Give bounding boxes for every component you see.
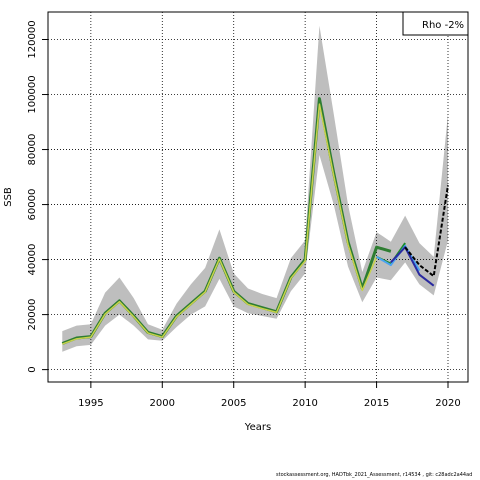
y-tick-label: 100000 (27, 75, 38, 113)
y-tick-label: 60000 (27, 189, 38, 221)
y-tick-label: 80000 (27, 134, 38, 166)
series-lines (61, 97, 449, 345)
x-tick-label: 1995 (78, 398, 103, 409)
y-tick-label: 120000 (27, 20, 38, 58)
legend-box (402, 11, 469, 36)
plot-frame (47, 11, 469, 383)
legend-label: Rho -2% (422, 20, 464, 31)
y-tick-label: 20000 (27, 299, 38, 331)
x-tick-label: 2015 (364, 398, 389, 409)
legend: Rho -2% (402, 11, 469, 36)
y-tick-label: 40000 (27, 244, 38, 276)
footer-credit: stockassessment.org, HADTbk_2021_Assessm… (276, 472, 473, 478)
x-axis-ticks: 1995 2000 2005 2010 2015 2020 (78, 382, 461, 409)
confidence-band (62, 25, 449, 352)
x-tick-label: 2005 (221, 398, 246, 409)
grid (48, 12, 468, 382)
series-line-6 (404, 185, 449, 278)
series-line-5 (390, 246, 435, 287)
y-tick-label: 0 (27, 366, 38, 372)
x-axis-label: Years (244, 422, 271, 433)
series-line-2 (62, 103, 378, 345)
x-tick-label: 2020 (435, 398, 460, 409)
y-axis-ticks: 0 20000 40000 60000 80000 100000 120000 (27, 20, 48, 373)
x-tick-label: 2000 (150, 398, 175, 409)
x-tick-label: 2010 (292, 398, 317, 409)
confidence-band-area (62, 25, 449, 352)
y-axis-label: SSB (3, 187, 14, 207)
